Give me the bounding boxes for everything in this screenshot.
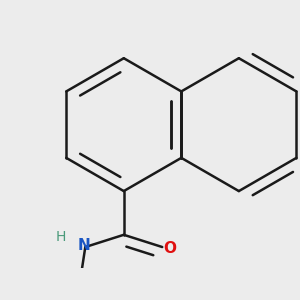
Text: H: H [56,230,66,244]
Text: O: O [164,241,177,256]
Text: N: N [77,238,90,253]
